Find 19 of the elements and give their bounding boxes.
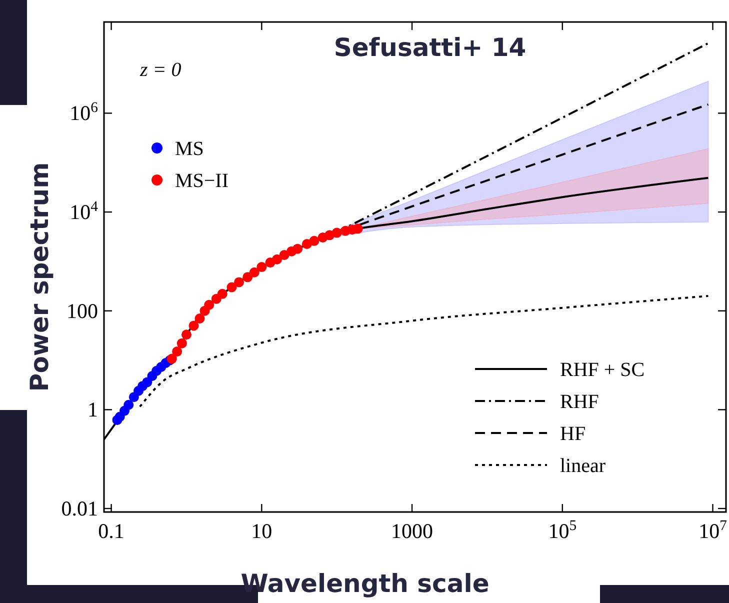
legend-label: MS−II <box>175 170 229 192</box>
y-tick-label: 10$^{4}$ <box>70 199 99 224</box>
x-tick-label: 0.1 <box>98 519 124 543</box>
x-tick-label: 10$^{5}$ <box>548 518 577 543</box>
x-tick-label: 1000 <box>391 519 434 543</box>
text: Sefusatti+ 14 <box>334 33 526 62</box>
legend-label: MS <box>175 138 204 160</box>
legend-label: RHF + SC <box>560 359 645 381</box>
annotation: z = 0 <box>139 59 182 81</box>
y-tick-label: 0.01 <box>61 496 98 521</box>
legend-label: linear <box>560 455 606 477</box>
y-axis-title: Power spectrum <box>25 162 54 392</box>
y-tick-label: 1 <box>88 398 98 422</box>
legend-label: HF <box>560 423 586 445</box>
legend-label: RHF <box>560 391 599 413</box>
x-tick-label: 10$^{7}$ <box>698 518 727 543</box>
x-tick-label: 10 <box>251 519 272 543</box>
y-tick-label: 10$^{6}$ <box>70 100 98 126</box>
y-tick-label: 100 <box>66 298 98 323</box>
